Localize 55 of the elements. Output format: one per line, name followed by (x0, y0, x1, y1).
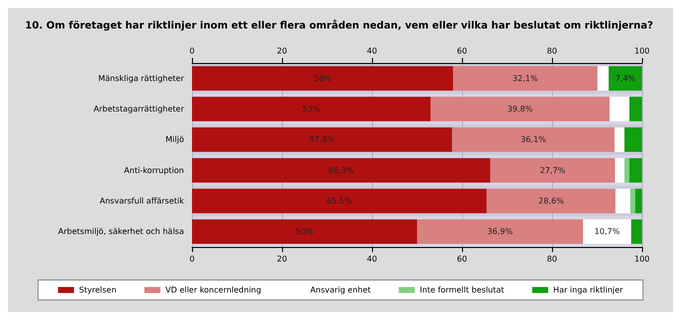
legend-label: Har inga riktlinjer (553, 286, 624, 294)
x-tick-label: 60 (456, 254, 468, 264)
data-label: 65,5% (326, 196, 352, 206)
bar (490, 158, 615, 183)
x-tick-label: 100 (634, 254, 650, 264)
x-tick-label: 0 (189, 254, 195, 264)
data-label: 10,7% (594, 227, 620, 236)
x2-tick-label: 80 (546, 46, 558, 56)
data-label: 50% (296, 227, 314, 236)
bar (629, 96, 642, 122)
y-tick-label: Anti-korruption (124, 166, 184, 175)
data-label: 7,4% (615, 74, 636, 83)
legend-label: Styrelsen (79, 286, 116, 294)
data-label: 58% (314, 74, 332, 83)
legend-label: Inte formellt beslutat (420, 286, 504, 294)
y-tick-label: Arbetsmiljö, säkerhet och hälsa (58, 227, 184, 236)
y-tick-label: Miljö (166, 135, 184, 144)
data-label: 57,8% (309, 135, 336, 144)
x-tick-label: 40 (366, 254, 378, 264)
bar (583, 219, 632, 244)
bar (624, 158, 630, 183)
bar (631, 219, 642, 244)
bar (486, 188, 616, 214)
text: Ansvarig enhet (310, 286, 371, 294)
x2-tick-label: 60 (456, 46, 468, 56)
bar (635, 188, 642, 214)
bar (615, 188, 630, 214)
y-tick-label: Ansvarsfull affärsetik (100, 196, 184, 206)
bar (615, 158, 624, 183)
x-tick-label: 80 (546, 254, 558, 264)
chart-title: 10. Om företaget har riktlinjer inom ett eller flera områden nedan, vem eller vilka har beslutat om riktlinjerna? (25, 20, 654, 32)
data-label: 32,1% (512, 74, 538, 83)
x-tick-label: 20 (276, 254, 288, 264)
x2-tick-label: 20 (276, 46, 288, 56)
y-tick-label: Arbetstagarrättigheter (94, 104, 185, 114)
data-label: 36,1% (520, 135, 546, 144)
y-tick-label: Mänskliga rättigheter (98, 74, 185, 83)
x2-tick-label: 100 (634, 46, 650, 56)
bar (610, 96, 630, 122)
bar (453, 66, 598, 91)
bar (629, 158, 642, 183)
data-label: 53% (302, 104, 321, 114)
bar (597, 66, 609, 91)
bar (608, 66, 642, 91)
data-label: 28,6% (538, 196, 564, 206)
data-label: 66,3% (328, 166, 354, 175)
data-label: 36,9% (487, 227, 514, 236)
bar (624, 127, 642, 152)
bar (630, 188, 636, 214)
legend-label: VD eller koncernledning (165, 286, 262, 294)
x2-tick-label: 0 (189, 46, 195, 56)
data-label: 27,7% (540, 166, 566, 175)
bar (614, 127, 624, 152)
data-label: 39,8% (507, 104, 534, 114)
x2-tick-label: 40 (366, 46, 378, 56)
